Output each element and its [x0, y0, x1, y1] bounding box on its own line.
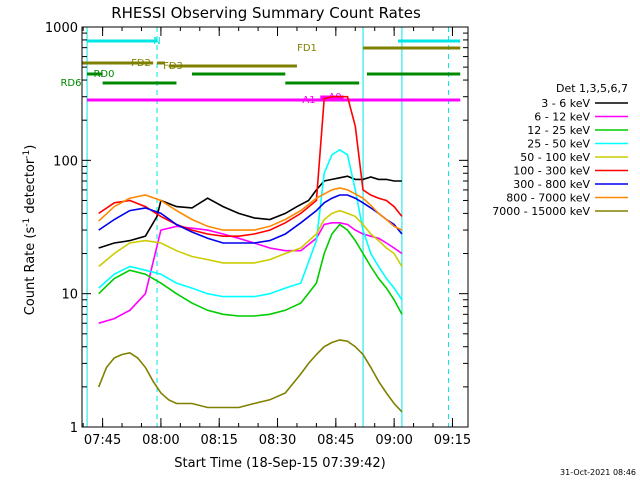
annotation-label: FD1 — [297, 43, 317, 54]
legend-label: 12 - 25 keV — [527, 124, 590, 137]
plot-frame — [81, 26, 469, 428]
chart-title: RHESSI Observing Summary Count Rates — [111, 4, 421, 22]
annotation-label: RD6 — [60, 78, 81, 89]
annotation-label: FD2 — [131, 58, 151, 69]
annotation-label: A1 — [302, 95, 315, 106]
legend-label: 100 - 300 keV — [513, 165, 590, 178]
legend-label: 50 - 100 keV — [520, 151, 590, 164]
series-line — [98, 95, 403, 237]
y-axis: 1 10 100 1000 — [45, 21, 468, 436]
x-tick-label: 08:45 — [317, 433, 354, 448]
x-tick-label: 08:30 — [259, 433, 296, 448]
legend-label: 6 - 12 keV — [534, 111, 590, 124]
legend-title: Det 1,3,5,6,7 — [556, 82, 628, 95]
series-line — [97, 339, 403, 413]
legend-label: 300 - 800 keV — [513, 178, 590, 191]
x-axis-label: Start Time (18-Sep-15 07:39:42) — [174, 456, 385, 471]
y-tick-label: 10 — [61, 288, 78, 303]
y-axis-label-sup1: -1 — [22, 218, 32, 227]
series-line — [98, 194, 403, 244]
series-line — [98, 187, 403, 231]
series-line — [98, 222, 403, 324]
y-tick-label: 1000 — [45, 21, 78, 36]
annotation-label: FD3 — [163, 61, 183, 72]
legend-label: 3 - 6 keV — [541, 97, 590, 110]
series-line — [98, 175, 402, 249]
y-axis-label: Count Rate (s-1 detector-1) — [22, 145, 38, 316]
x-axis: 07:45 08:00 08:15 08:30 08:45 09:00 09:15 — [82, 27, 471, 448]
series-line — [98, 148, 403, 301]
y-axis-label-main: Count Rate (s — [23, 227, 38, 316]
legend-label: 25 - 50 keV — [527, 138, 590, 151]
y-axis-label-sup2: -1 — [22, 150, 32, 159]
legend-label: 7000 - 15000 keV — [492, 205, 590, 218]
x-tick-label: 09:00 — [375, 433, 412, 448]
x-tick-label: 08:15 — [200, 433, 237, 448]
x-tick-label: 09:15 — [434, 433, 471, 448]
footer-timestamp: 31-Oct-2021 08:46 — [560, 468, 636, 477]
y-axis-label-end: ) — [23, 145, 38, 150]
y-axis-label-mid: detector — [23, 158, 38, 218]
annotation-label: N — [153, 36, 160, 47]
series-line — [98, 209, 403, 268]
y-tick-label: 100 — [53, 154, 78, 169]
legend-label: 800 - 7000 keV — [506, 192, 590, 205]
y-tick-label: 1 — [70, 421, 78, 436]
x-tick-label: 08:00 — [142, 433, 179, 448]
x-tick-label: 07:45 — [84, 433, 121, 448]
annotation-label: RD0 — [93, 69, 114, 80]
series-line — [98, 223, 403, 317]
